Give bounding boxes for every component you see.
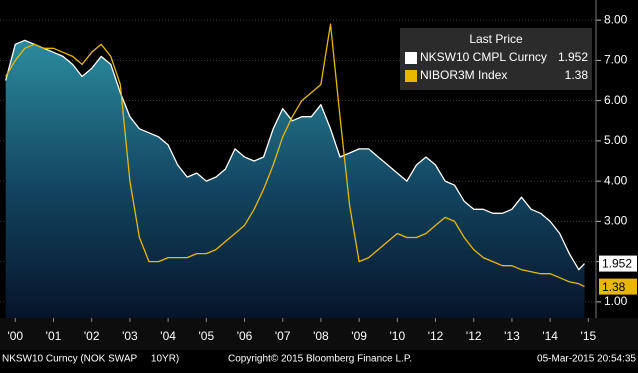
- y-tick-label: 3.00: [604, 214, 628, 228]
- x-tick-label: '08: [313, 329, 329, 343]
- last-value-tag: [599, 255, 637, 272]
- y-tick-label: 6.00: [604, 93, 628, 107]
- x-tick-label: '04: [160, 329, 176, 343]
- footer-right: 05-Mar-2015 20:54:35: [537, 354, 636, 365]
- y-tick-label: 4.00: [604, 173, 628, 187]
- x-tick-label: '13: [504, 329, 520, 343]
- x-tick-label: '05: [198, 329, 214, 343]
- x-tick-label: '15: [581, 329, 597, 343]
- x-tick-label: '00: [7, 329, 23, 343]
- axes: 1.002.003.004.005.006.007.008.00'00'01'0…: [7, 0, 637, 343]
- legend-box: [400, 28, 592, 90]
- footer-center: Copyright© 2015 Bloomberg Finance L.P.: [228, 354, 412, 365]
- y-tick-label: 1.00: [604, 294, 628, 308]
- series-line: [5, 23, 585, 288]
- legend: Last Price NKSW10 CMPL Curncy 1.952 NIBOR3M…: [400, 28, 592, 90]
- legend-label: NKSW10 CMPL Curncy: [420, 50, 547, 64]
- legend-value: 1.952: [558, 50, 588, 64]
- x-tick-label: '03: [122, 329, 138, 343]
- x-tick-label: '12: [428, 329, 444, 343]
- y-tick-label: 5.00: [604, 133, 628, 147]
- x-axis-band: [0, 318, 638, 350]
- legend-swatch: [405, 70, 417, 82]
- x-tick-label: '07: [275, 329, 291, 343]
- x-tick-label: '02: [84, 329, 100, 343]
- footer-left: NKSW10 Curncy (NOK SWAP 10YR): [2, 354, 179, 365]
- legend-title: Last Price: [469, 32, 523, 46]
- x-tick-label: '06: [237, 329, 253, 343]
- x-tick-label: '01: [46, 329, 62, 343]
- x-tick-label: '12: [466, 329, 482, 343]
- legend-swatch: [405, 52, 417, 64]
- y-tick-label: 8.00: [604, 12, 628, 26]
- legend-value: 1.38: [565, 68, 589, 82]
- x-tick-label: '09: [351, 329, 367, 343]
- x-tick-label: '14: [542, 329, 558, 343]
- marks: [5, 23, 585, 319]
- legend-label: NIBOR3M Index: [420, 68, 507, 82]
- y-tick-label: 7.00: [604, 53, 628, 67]
- last-value-label: 1.38: [602, 280, 626, 294]
- last-value-label: 1.952: [602, 257, 632, 271]
- last-value-tag: [599, 278, 637, 295]
- series-line: [5, 39, 585, 271]
- x-tick-label: '10: [390, 329, 406, 343]
- series-area: [5, 40, 585, 319]
